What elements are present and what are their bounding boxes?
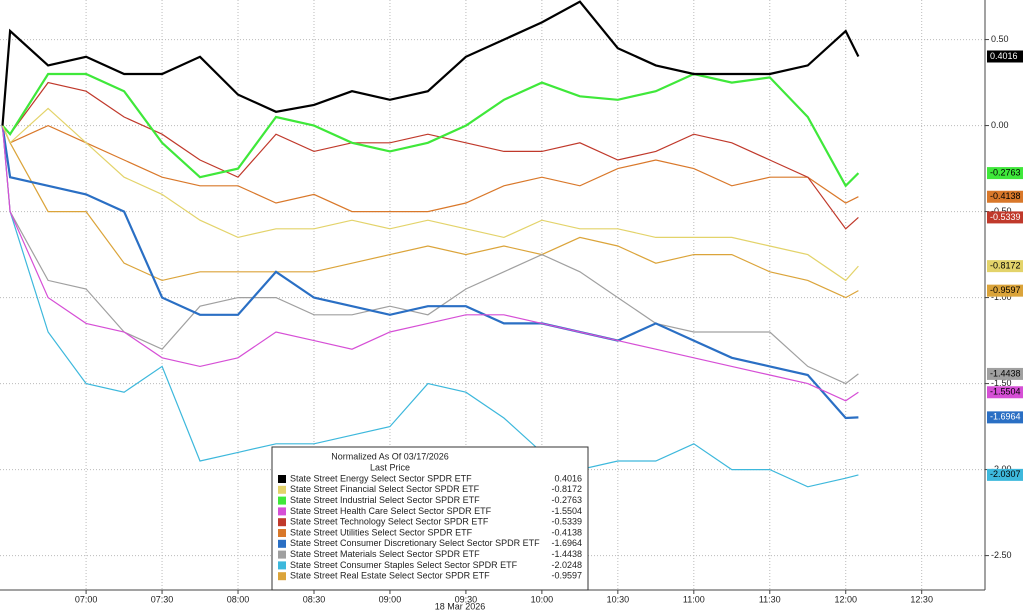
last-value-label: -0.5339 [990,212,1021,222]
legend-label: State Street Consumer Discretionary Sele… [290,538,540,548]
y-tick-label: -0.50 [991,206,1012,216]
last-value-box [987,167,1023,180]
legend-value: -1.4438 [551,549,582,559]
legend-value: -0.9597 [551,571,582,581]
legend-value: -0.2763 [551,495,582,505]
x-tick-label: 11:30 [759,594,781,604]
legend-swatch [278,496,286,505]
legend-title: Normalized As Of 03/17/2026 [331,451,449,461]
series-line [1,72,860,188]
x-tick-label: 09:00 [379,594,402,604]
legend-value: -1.5504 [551,506,582,516]
legend-label: State Street Health Care Select Sector S… [290,506,492,516]
legend-swatch [278,550,286,559]
x-tick-label: 10:00 [531,594,554,604]
y-tick-label: 0.00 [991,120,1009,130]
series-line [1,125,859,402]
y-tick-label: 0.50 [991,34,1009,44]
legend-value: -1.6964 [551,538,582,548]
last-value-box [987,50,1023,63]
y-tick-label: -1.50 [991,378,1012,388]
legend-label: State Street Materials Select Sector SPD… [290,549,480,559]
last-value-label: -0.2763 [990,167,1021,177]
series-line [1,125,859,488]
legend-value: -0.4138 [551,527,582,537]
last-value-label: -1.5504 [990,387,1021,397]
legend-value: -2.0248 [551,560,582,570]
legend-value: -0.5339 [551,517,582,527]
x-tick-label: 12:00 [834,594,857,604]
x-tick-label: 08:30 [303,594,326,604]
legend-box [271,446,589,591]
legend-label: State Street Consumer Staples Select Sec… [290,560,518,570]
legend-label: State Street Industrial Select Sector SP… [290,495,480,505]
last-value-label: -2.0307 [990,469,1021,479]
legend-label: State Street Real Estate Select Sector S… [290,571,490,581]
legend-value: 0.4016 [554,473,582,483]
legend-value: -0.8172 [551,484,582,494]
last-value-label: -1.6964 [990,412,1021,422]
legend-subtitle: Last Price [370,462,410,472]
legend-label: State Street Technology Select Sector SP… [290,517,489,527]
x-tick-label: 07:30 [151,594,174,604]
x-axis-label: 18 Mar 2026 [435,601,486,611]
legend-label: State Street Financial Select Sector SPD… [290,484,480,494]
series-line [1,125,859,420]
last-value-box [987,468,1023,481]
legend-swatch [278,507,286,516]
last-value-box [987,386,1023,399]
legend-swatch [278,518,286,527]
x-tick-label: 09:30 [455,594,478,604]
x-tick-label: 07:00 [75,594,98,604]
last-value-label: -0.9597 [990,285,1021,295]
series-line [2,81,859,230]
y-tick-label: -1.00 [991,292,1012,302]
y-tick-label: -2.50 [991,550,1012,560]
series-line [1,124,859,213]
last-value-label: 0.4016 [990,51,1018,61]
last-value-label: -0.4138 [990,191,1021,201]
last-value-label: -1.4438 [990,368,1021,378]
series-line [1,107,859,282]
last-value-box [987,190,1023,203]
legend-swatch [278,529,286,537]
legend-label: State Street Utilities Select Sector SPD… [290,527,473,537]
series-line [1,0,860,126]
legend-swatch [278,485,286,494]
last-value-box [987,260,1023,273]
last-value-box [987,411,1023,424]
legend-swatch [278,539,286,548]
x-tick-label: 12:30 [910,594,933,604]
legend-swatch [278,475,286,483]
legend-swatch [278,561,286,570]
last-value-box [987,367,1023,380]
x-tick-label: 11:00 [683,594,705,604]
legend-label: State Street Energy Select Sector SPDR E… [290,473,472,483]
legend-swatch [278,572,286,581]
x-tick-label: 08:00 [227,594,250,604]
last-value-box [987,211,1023,224]
last-value-box [987,284,1023,297]
x-tick-label: 10:30 [607,594,630,604]
last-value-label: -0.8172 [990,261,1021,271]
series-line [1,125,859,299]
